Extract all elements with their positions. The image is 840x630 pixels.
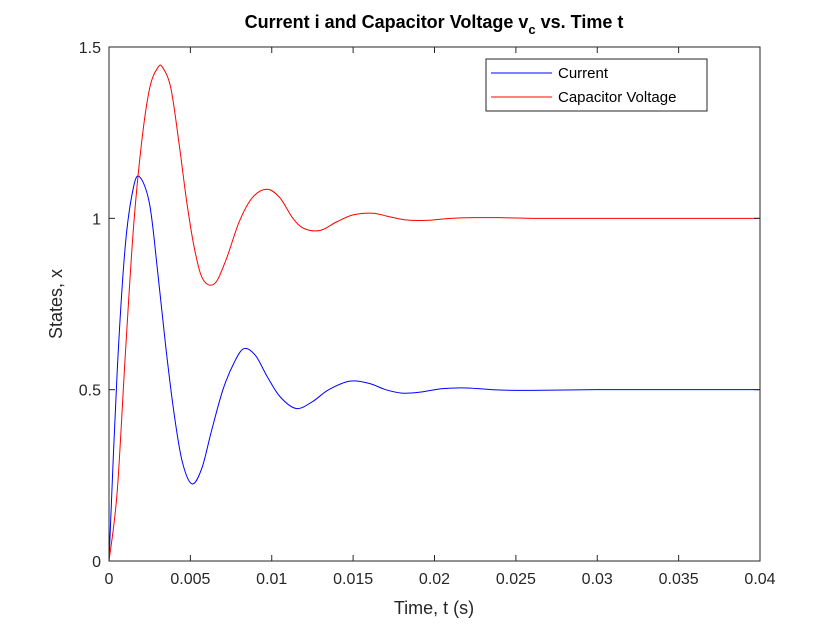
y-tick-label: 0.5	[79, 383, 101, 400]
legend-label-current: Current	[558, 65, 609, 82]
x-tick-label: 0	[105, 571, 114, 588]
x-tick-label: 0.015	[333, 571, 373, 588]
y-axis-label: States, x	[46, 269, 66, 339]
x-tick-label: 0.01	[256, 571, 287, 588]
legend: Current Capacitor Voltage	[485, 58, 708, 112]
axes-box	[108, 46, 761, 562]
ticks-layer: 0 0.005 0.01 0.015 0.02 0.025 0.03 0.035 0.04 0 0.…	[79, 40, 776, 588]
title-subscript: c	[528, 22, 535, 37]
x-tick-label: 0.005	[170, 571, 210, 588]
y-tick-label: 1	[92, 211, 101, 228]
y-tick-label: 1.5	[79, 40, 101, 57]
series-line-current	[108, 175, 760, 562]
y-tick-label: 0	[92, 554, 101, 571]
legend-label-capacitor-voltage: Capacitor Voltage	[558, 89, 676, 106]
series-layer	[108, 64, 760, 562]
title-main: Current i and Capacitor Voltage v	[245, 12, 529, 32]
x-tick-label: 0.04	[744, 571, 775, 588]
x-tick-label: 0.03	[582, 571, 613, 588]
x-tick-label: 0.035	[659, 571, 699, 588]
x-tick-label: 0.025	[496, 571, 536, 588]
x-tick-label: 0.02	[419, 571, 450, 588]
title-tail: vs. Time t	[536, 12, 624, 32]
legend-box	[485, 58, 708, 112]
plot-area	[109, 47, 760, 561]
chart-title: Current i and Capacitor Voltage vc vs. T…	[245, 12, 624, 37]
series-line-capacitor-voltage	[108, 64, 760, 562]
x-axis-label: Time, t (s)	[394, 598, 474, 618]
